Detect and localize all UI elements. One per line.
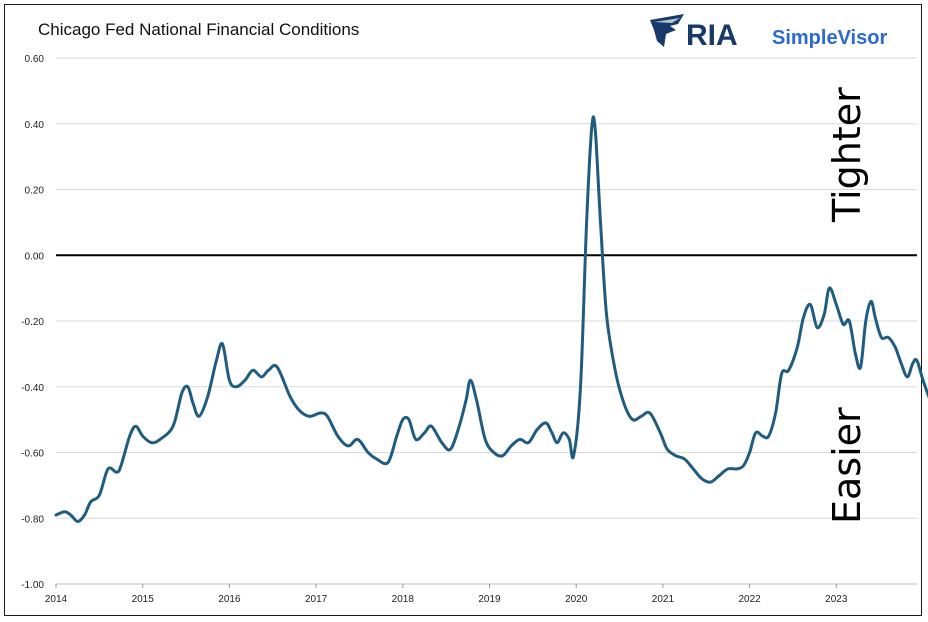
grid <box>56 57 917 585</box>
y-tick-label: -1.00 <box>21 580 44 591</box>
logo: RIA SimpleVisor <box>650 14 887 52</box>
y-tick-label: -0.80 <box>21 514 44 525</box>
logo-product: SimpleVisor <box>772 27 887 49</box>
chart-frame <box>4 4 922 616</box>
x-axis: 2014 2015 2016 2017 2018 2019 2020 2021 2022 2023 <box>45 583 917 605</box>
x-tick-label: 2018 <box>392 594 415 605</box>
x-tick-label: 2019 <box>478 594 501 605</box>
x-tick-label: 2021 <box>652 594 675 605</box>
y-tick-label: -0.40 <box>21 383 44 394</box>
x-tick-label: 2014 <box>45 594 68 605</box>
x-tick-label: 2023 <box>825 594 848 605</box>
x-tick-label: 2016 <box>218 594 241 605</box>
x-tick-label: 2015 <box>132 594 155 605</box>
y-tick-label: -0.20 <box>21 317 44 328</box>
y-tick-label: 0.00 <box>25 251 45 262</box>
y-tick-label: 0.20 <box>25 186 45 197</box>
x-tick-label: 2017 <box>305 594 328 605</box>
x-tick-label: 2022 <box>738 594 761 605</box>
x-tick-label: 2020 <box>565 594 588 605</box>
chart-title: Chicago Fed National Financial Condition… <box>38 20 359 39</box>
logo-brand: RIA <box>686 19 738 52</box>
series-line <box>54 115 928 523</box>
annotation-tighter: Tighter <box>825 87 869 223</box>
y-axis: 0.60 0.40 0.20 0.00 -0.20 -0.40 -0.60 -0.80 -1.0… <box>21 54 44 591</box>
y-tick-label: 0.40 <box>25 120 45 131</box>
y-tick-label: -0.60 <box>21 449 44 460</box>
eagle-icon <box>650 14 684 47</box>
annotation-easier: Easier <box>825 407 869 524</box>
y-tick-label: 0.60 <box>25 54 45 65</box>
